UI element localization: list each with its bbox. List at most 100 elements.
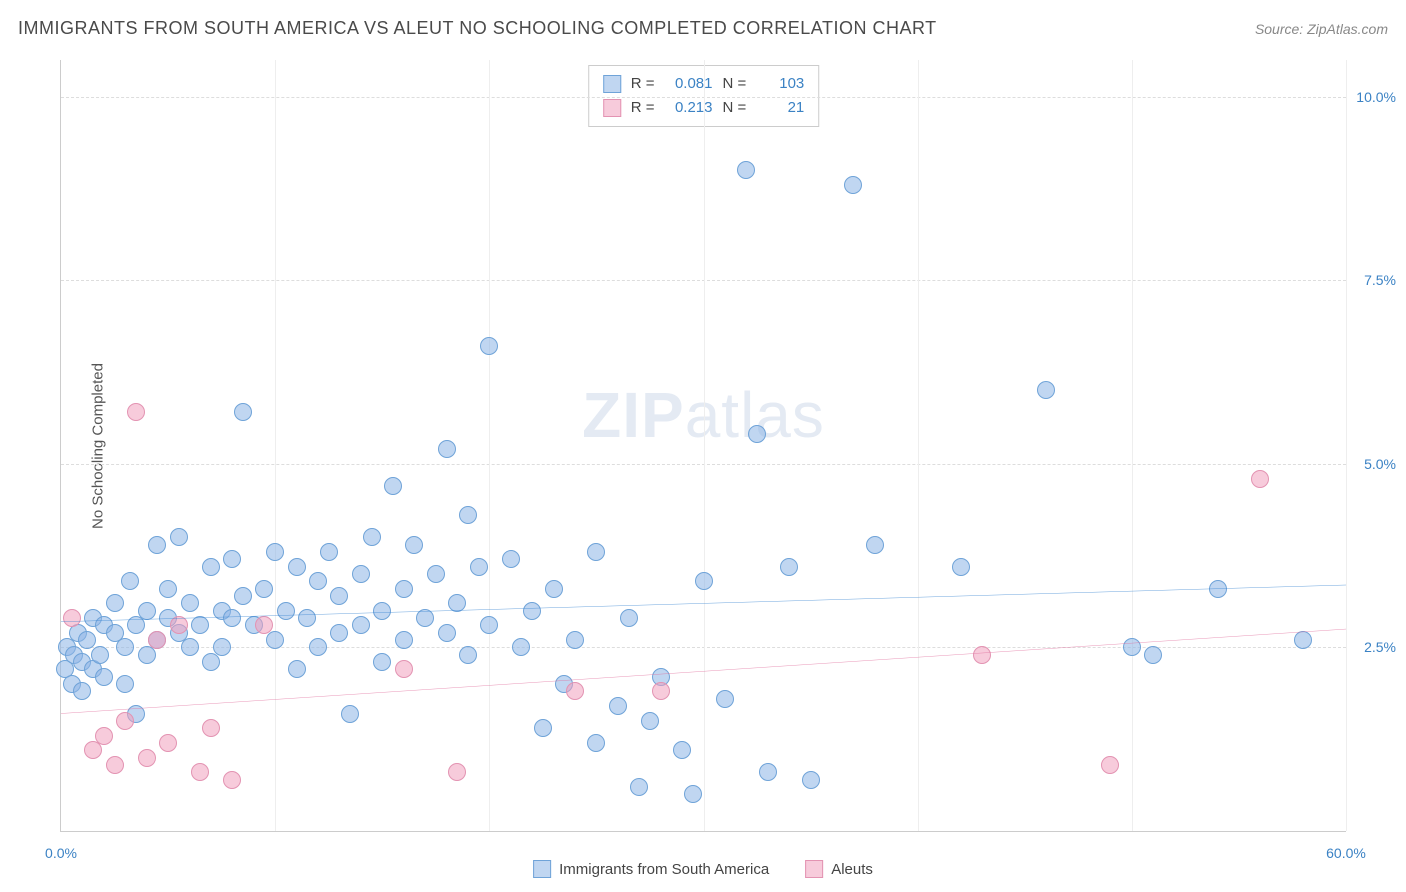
data-point [384, 477, 402, 495]
data-point [106, 594, 124, 612]
data-point [716, 690, 734, 708]
data-point [512, 638, 530, 656]
data-point [106, 756, 124, 774]
stat-r-value: 0.213 [665, 96, 713, 120]
data-point [566, 682, 584, 700]
gridline-v [1346, 60, 1347, 831]
data-point [448, 594, 466, 612]
data-point [952, 558, 970, 576]
data-point [138, 749, 156, 767]
x-tick-label: 60.0% [1326, 845, 1366, 861]
gridline-v [918, 60, 919, 831]
data-point [844, 176, 862, 194]
data-point [1294, 631, 1312, 649]
stat-n-label: N = [723, 96, 747, 120]
data-point [866, 536, 884, 554]
data-point [780, 558, 798, 576]
data-point [116, 712, 134, 730]
data-point [1144, 646, 1162, 664]
legend-item: Immigrants from South America [533, 860, 769, 878]
stat-r-label: R = [631, 72, 655, 96]
data-point [95, 668, 113, 686]
data-point [620, 609, 638, 627]
data-point [416, 609, 434, 627]
data-point [566, 631, 584, 649]
data-point [266, 631, 284, 649]
data-point [587, 734, 605, 752]
data-point [202, 653, 220, 671]
data-point [748, 425, 766, 443]
gridline-v [489, 60, 490, 831]
data-point [480, 616, 498, 634]
data-point [159, 580, 177, 598]
data-point [352, 565, 370, 583]
data-point [630, 778, 648, 796]
scatter-plot: ZIPatlas R =0.081N =103R =0.213N =21 2.5… [60, 60, 1346, 832]
data-point [95, 727, 113, 745]
data-point [309, 638, 327, 656]
data-point [78, 631, 96, 649]
data-point [181, 638, 199, 656]
data-point [673, 741, 691, 759]
data-point [223, 550, 241, 568]
data-point [266, 543, 284, 561]
data-point [277, 602, 295, 620]
data-point [341, 705, 359, 723]
data-point [373, 602, 391, 620]
data-point [534, 719, 552, 737]
gridline-v [704, 60, 705, 831]
data-point [1251, 470, 1269, 488]
stat-n-value: 21 [756, 96, 804, 120]
data-point [91, 646, 109, 664]
data-point [652, 682, 670, 700]
data-point [641, 712, 659, 730]
x-tick-label: 0.0% [45, 845, 77, 861]
legend-swatch [533, 860, 551, 878]
data-point [181, 594, 199, 612]
data-point [1101, 756, 1119, 774]
data-point [148, 631, 166, 649]
data-point [459, 646, 477, 664]
data-point [405, 536, 423, 554]
data-point [288, 558, 306, 576]
y-tick-label: 2.5% [1364, 639, 1396, 655]
data-point [320, 543, 338, 561]
data-point [363, 528, 381, 546]
gridline-v [1132, 60, 1133, 831]
data-point [523, 602, 541, 620]
data-point [170, 616, 188, 634]
data-point [459, 506, 477, 524]
data-point [973, 646, 991, 664]
data-point [545, 580, 563, 598]
data-point [288, 660, 306, 678]
data-point [373, 653, 391, 671]
data-point [116, 638, 134, 656]
data-point [159, 734, 177, 752]
data-point [587, 543, 605, 561]
data-point [438, 624, 456, 642]
legend-swatch [603, 99, 621, 117]
stat-r-label: R = [631, 96, 655, 120]
data-point [127, 403, 145, 421]
gridline-v [275, 60, 276, 831]
data-point [309, 572, 327, 590]
data-point [138, 602, 156, 620]
data-point [223, 771, 241, 789]
data-point [695, 572, 713, 590]
data-point [170, 528, 188, 546]
data-point [502, 550, 520, 568]
data-point [395, 660, 413, 678]
y-tick-label: 5.0% [1364, 456, 1396, 472]
data-point [116, 675, 134, 693]
data-point [759, 763, 777, 781]
data-point [448, 763, 466, 781]
data-point [438, 440, 456, 458]
legend-swatch [805, 860, 823, 878]
data-point [121, 572, 139, 590]
data-point [127, 616, 145, 634]
data-point [63, 609, 81, 627]
watermark-prefix: ZIP [582, 379, 685, 451]
legend-swatch [603, 75, 621, 93]
bottom-legend: Immigrants from South AmericaAleuts [533, 860, 873, 878]
data-point [191, 763, 209, 781]
